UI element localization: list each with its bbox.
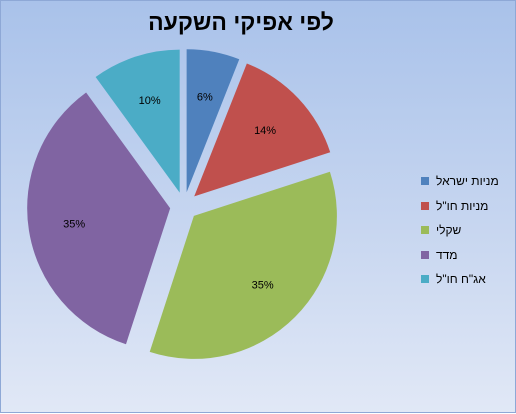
legend-item-4: אג"ח חו"ל [421, 267, 513, 292]
legend-swatch-2 [421, 226, 429, 235]
legend-label-0: מניות ישראל [436, 174, 499, 189]
legend-label-3: מדד [436, 247, 458, 262]
legend-label-1: מניות חו"ל [436, 198, 489, 213]
pie-slice-2 [149, 171, 337, 359]
legend-label-2: שקלי [436, 223, 462, 238]
data-label-0: 6% [197, 92, 213, 104]
legend-item-3: מדד [421, 243, 513, 268]
legend-item-1: מניות חו"ל [421, 194, 513, 219]
chart-title: לפי אפיקי השקעה [148, 9, 334, 35]
legend-swatch-1 [421, 201, 429, 210]
pie-slice-4 [95, 49, 180, 193]
legend: מניות ישראל מניות חו"ל שקלי מדד אג"ח חו"ל [421, 169, 513, 292]
data-label-3: 35% [63, 218, 85, 230]
pie-slice-0 [186, 49, 240, 193]
pie-slice-3 [27, 92, 171, 345]
legend-label-4: אג"ח חו"ל [436, 272, 486, 287]
data-label-1: 14% [254, 125, 276, 137]
legend-item-2: שקלי [421, 218, 513, 243]
pie-slice-1 [194, 63, 331, 197]
legend-item-0: מניות ישראל [421, 169, 513, 194]
legend-swatch-3 [421, 250, 429, 259]
data-label-4: 10% [139, 95, 161, 107]
legend-swatch-0 [421, 177, 429, 186]
data-label-2: 35% [252, 280, 274, 292]
legend-swatch-4 [421, 275, 429, 284]
